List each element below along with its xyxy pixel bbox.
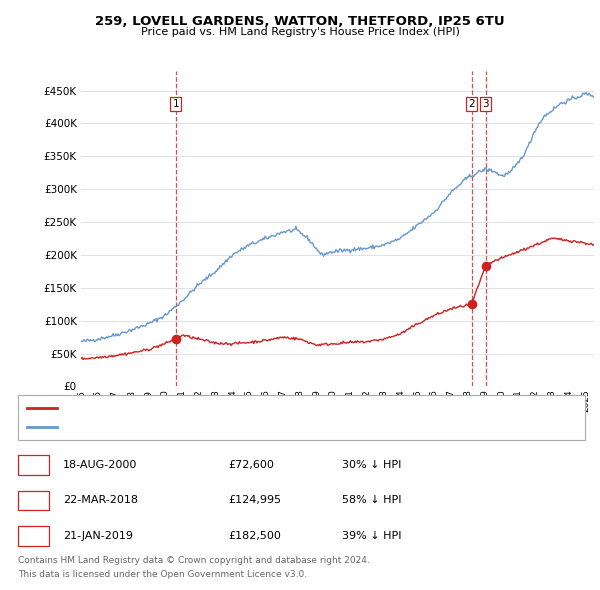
Text: HPI: Average price, detached house, Breckland: HPI: Average price, detached house, Brec… [63, 422, 308, 432]
Text: £182,500: £182,500 [228, 531, 281, 540]
Text: 259, LOVELL GARDENS, WATTON, THETFORD, IP25 6TU (detached house): 259, LOVELL GARDENS, WATTON, THETFORD, I… [63, 403, 444, 412]
Text: 22-MAR-2018: 22-MAR-2018 [63, 496, 138, 505]
Text: Price paid vs. HM Land Registry's House Price Index (HPI): Price paid vs. HM Land Registry's House … [140, 27, 460, 37]
Text: 1: 1 [30, 460, 37, 470]
Text: 1: 1 [172, 99, 179, 109]
Text: 2: 2 [30, 496, 37, 505]
Text: 30% ↓ HPI: 30% ↓ HPI [342, 460, 401, 470]
Text: 21-JAN-2019: 21-JAN-2019 [63, 531, 133, 540]
Text: 3: 3 [482, 99, 489, 109]
Text: 2: 2 [468, 99, 475, 109]
Text: £124,995: £124,995 [228, 496, 281, 505]
Text: Contains HM Land Registry data © Crown copyright and database right 2024.: Contains HM Land Registry data © Crown c… [18, 556, 370, 565]
Text: 58% ↓ HPI: 58% ↓ HPI [342, 496, 401, 505]
Text: £72,600: £72,600 [228, 460, 274, 470]
Text: 3: 3 [30, 531, 37, 540]
Text: This data is licensed under the Open Government Licence v3.0.: This data is licensed under the Open Gov… [18, 571, 307, 579]
Text: 39% ↓ HPI: 39% ↓ HPI [342, 531, 401, 540]
Text: 18-AUG-2000: 18-AUG-2000 [63, 460, 137, 470]
Text: 259, LOVELL GARDENS, WATTON, THETFORD, IP25 6TU: 259, LOVELL GARDENS, WATTON, THETFORD, I… [95, 15, 505, 28]
